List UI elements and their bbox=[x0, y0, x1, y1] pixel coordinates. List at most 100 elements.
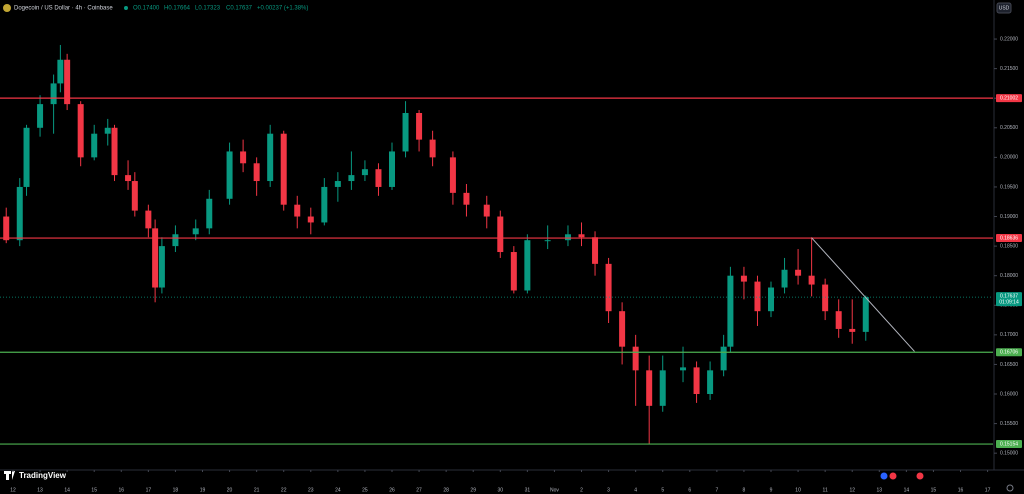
candle-body bbox=[781, 269, 788, 288]
candle-body bbox=[280, 133, 287, 205]
x-tick-label: Nov bbox=[550, 487, 559, 493]
candle-body bbox=[822, 284, 829, 312]
candle-body bbox=[375, 169, 382, 187]
candle-body bbox=[449, 157, 456, 193]
candle-body bbox=[808, 275, 815, 285]
candle-body bbox=[795, 269, 802, 276]
y-tick-label: 0.16000 bbox=[1000, 391, 1018, 397]
candle-body bbox=[23, 127, 30, 187]
candle-body bbox=[605, 263, 612, 312]
settings-icon[interactable] bbox=[1006, 484, 1014, 492]
readout-close: C0.17637 bbox=[226, 6, 253, 12]
brand-name: TradingView bbox=[19, 471, 67, 480]
x-tick-label: 15 bbox=[91, 487, 97, 493]
x-tick-label: 7 bbox=[715, 487, 718, 493]
candle-body bbox=[111, 127, 118, 176]
x-tick-label: 6 bbox=[688, 487, 691, 493]
x-tick-label: 22 bbox=[281, 487, 287, 493]
candle-body bbox=[544, 240, 551, 242]
candle-body bbox=[510, 252, 517, 291]
x-tick-label: 13 bbox=[37, 487, 43, 493]
candle-body bbox=[334, 181, 341, 187]
candle-body bbox=[768, 287, 775, 312]
x-tick-label: 10 bbox=[795, 487, 801, 493]
candle-body bbox=[226, 151, 233, 199]
candle-body bbox=[348, 175, 355, 182]
x-tick-label: 12 bbox=[10, 487, 16, 493]
y-tick-label: 0.22000 bbox=[1000, 36, 1018, 42]
candle-body bbox=[727, 275, 734, 347]
candle-body bbox=[463, 192, 470, 205]
y-tick-label: 0.19500 bbox=[1000, 184, 1018, 190]
x-tick-label: 17 bbox=[985, 487, 991, 493]
candle-body bbox=[720, 346, 727, 371]
candle-body bbox=[77, 104, 84, 158]
candle-body bbox=[754, 281, 761, 312]
candle-body bbox=[564, 234, 571, 241]
x-tick-label: 14 bbox=[64, 487, 70, 493]
level-label: 0.15154 bbox=[1000, 441, 1018, 447]
candle-body bbox=[294, 204, 301, 217]
candle-body bbox=[592, 237, 599, 264]
x-tick-label: 13 bbox=[877, 487, 883, 493]
y-tick-label: 0.19000 bbox=[1000, 214, 1018, 220]
currency-button[interactable] bbox=[996, 2, 1012, 14]
x-tick-label: 29 bbox=[470, 487, 476, 493]
candle-body bbox=[646, 370, 653, 406]
y-tick-label: 0.21500 bbox=[1000, 66, 1018, 72]
candle-body bbox=[37, 104, 44, 128]
x-tick-label: 14 bbox=[904, 487, 910, 493]
event-icon[interactable] bbox=[889, 472, 897, 480]
chart-title: Dogecoin / US Dollar · 4h · Coinbase bbox=[14, 6, 113, 12]
candle-body bbox=[158, 246, 165, 288]
y-tick-label: 0.15000 bbox=[1000, 450, 1018, 456]
candle-body bbox=[192, 228, 199, 235]
candle-body bbox=[3, 216, 10, 241]
x-tick-label: 31 bbox=[525, 487, 531, 493]
coin-icon bbox=[3, 4, 11, 12]
last-price-box bbox=[996, 292, 1022, 307]
brand-logo bbox=[4, 471, 15, 480]
level-label-box bbox=[996, 234, 1022, 243]
candle-body bbox=[131, 181, 138, 211]
candle-body bbox=[57, 59, 64, 84]
x-tick-label: 18 bbox=[173, 487, 179, 493]
candle-body bbox=[240, 151, 247, 164]
x-tick-label: 16 bbox=[119, 487, 125, 493]
candle-body bbox=[361, 169, 368, 176]
candle-body bbox=[619, 311, 626, 347]
candle-body bbox=[849, 328, 856, 332]
candle-body bbox=[307, 216, 314, 223]
candle-body bbox=[206, 198, 213, 229]
x-tick-label: 27 bbox=[416, 487, 422, 493]
readout-high: H0.17664 bbox=[164, 6, 191, 12]
x-tick-label: 19 bbox=[200, 487, 206, 493]
candle-body bbox=[321, 186, 328, 223]
candle-body bbox=[16, 186, 23, 241]
candle-body bbox=[125, 175, 132, 182]
x-tick-label: 4 bbox=[634, 487, 637, 493]
last-price-label: 0.17637 bbox=[1000, 293, 1018, 299]
x-tick-label: 26 bbox=[389, 487, 395, 493]
candle-body bbox=[152, 228, 159, 288]
x-tick-label: 11 bbox=[823, 487, 828, 493]
event-icon[interactable] bbox=[916, 472, 924, 480]
readout-open: O0.17400 bbox=[133, 6, 160, 12]
x-tick-label: 21 bbox=[254, 487, 260, 493]
level-label-box bbox=[996, 348, 1022, 357]
readout-change: +0.00237 (+1.38%) bbox=[257, 6, 308, 12]
candle-body bbox=[524, 240, 531, 291]
event-icon[interactable] bbox=[880, 472, 888, 480]
currency-label[interactable]: USD bbox=[999, 5, 1010, 11]
market-status bbox=[124, 6, 128, 10]
candle-body bbox=[835, 311, 842, 329]
candle-body bbox=[680, 367, 687, 371]
countdown: 01:09:14 bbox=[999, 299, 1019, 305]
level-label-box bbox=[996, 94, 1022, 103]
candle-body bbox=[253, 163, 260, 182]
candle-body bbox=[267, 133, 274, 182]
trendline bbox=[811, 237, 915, 352]
